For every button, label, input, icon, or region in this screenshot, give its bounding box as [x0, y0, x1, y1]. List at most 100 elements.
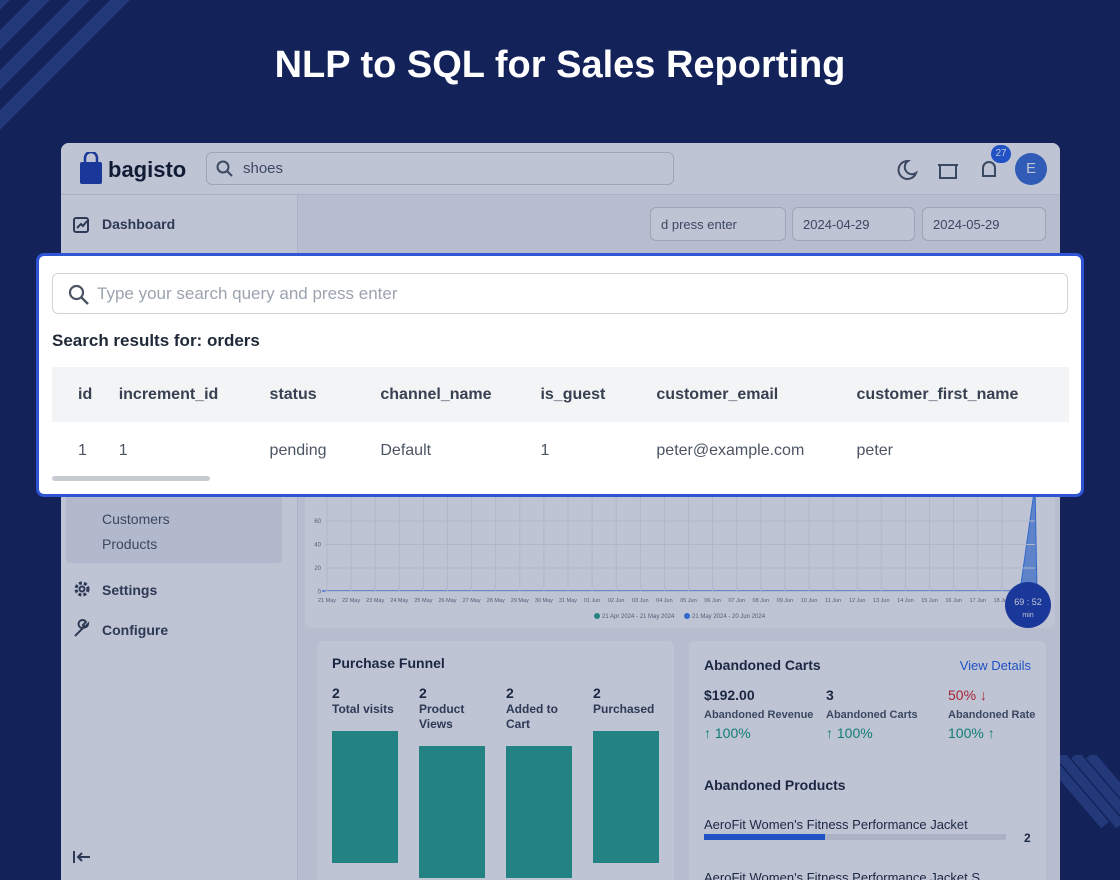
view-details-link[interactable]: View Details	[959, 658, 1031, 673]
x-tick-label: 16 Jun	[945, 598, 962, 604]
column-header: increment_id	[118, 367, 270, 422]
x-tick-label: 03 Jun	[632, 598, 649, 604]
x-tick-label: 17 Jun	[969, 598, 986, 604]
stat-value: $192.00	[704, 687, 755, 703]
logo-text: bagisto	[108, 157, 187, 182]
funnel-label: Product Views	[419, 702, 465, 731]
notification-badge: 27	[991, 145, 1011, 163]
table-cell: 1	[78, 442, 87, 459]
x-tick-label: 25 May	[414, 598, 432, 604]
submenu	[66, 495, 282, 563]
column-header: is_guest	[540, 367, 657, 422]
table-cell: peter	[856, 442, 893, 459]
x-tick-label: 05 Jun	[680, 598, 697, 604]
x-tick-label: 21 May	[318, 598, 336, 604]
table-row: 1 1 pending Default 1 peter@example.com peter	[52, 422, 1069, 480]
logo-icon	[80, 152, 102, 184]
x-tick-label: 24 May	[390, 598, 408, 604]
date-to[interactable]: 2024-05-29	[922, 207, 1046, 241]
funnel-bar	[419, 746, 485, 878]
x-tick-label: 31 May	[559, 598, 577, 604]
card-title: Abandoned Carts	[704, 657, 821, 673]
column-header: channel_name	[380, 367, 541, 422]
configure-icon	[74, 619, 90, 637]
scrollbar[interactable]	[52, 476, 210, 481]
nav-subitem[interactable]: Customers	[102, 511, 170, 527]
y-tick-label: 40	[314, 543, 321, 549]
funnel-bar	[332, 731, 398, 863]
collapse-icon[interactable]	[73, 850, 93, 864]
legend-label: 21 Apr 2024 - 21 May 2024	[602, 614, 675, 620]
funnel-value: 2	[419, 685, 427, 701]
table-cell: Default	[380, 442, 432, 459]
legend-dot	[684, 613, 690, 619]
progress-track	[704, 834, 1006, 840]
funnel-value: 2	[593, 685, 601, 701]
nav-subitem[interactable]: Products	[102, 536, 158, 552]
page-title: NLP to SQL for Sales Reporting	[274, 44, 846, 86]
stat-value: 50% ↓	[948, 687, 987, 703]
table-cell: 1	[540, 442, 550, 459]
stat-change: 100% ↑	[948, 725, 995, 741]
x-tick-label: 27 May	[463, 598, 481, 604]
search-icon	[216, 160, 233, 177]
stat-label: Abandoned Carts	[826, 709, 918, 721]
product-name: AeroFit Women's Fitness Performance Jack…	[704, 817, 968, 832]
table-cell: pending	[269, 442, 327, 459]
x-tick-label: 10 Jun	[801, 598, 818, 604]
x-tick-label: 06 Jun	[704, 598, 721, 604]
card-title: Purchase Funnel	[332, 655, 445, 671]
x-tick-label: 22 May	[342, 598, 360, 604]
y-tick-label: 60	[314, 519, 321, 525]
funnel-label: Added to Cart	[506, 702, 558, 731]
chart-area: 60 40 20 0 21 May 22 May 23 May 24 May 25 May 26 …	[314, 484, 1051, 628]
funnel-value: 2	[506, 685, 514, 701]
results-heading: Search results for: orders	[52, 331, 260, 350]
x-tick-label: 11 Jun	[825, 598, 841, 604]
stat-change: ↑ 100%	[826, 725, 873, 741]
stat-change: ↑ 100%	[704, 725, 751, 741]
table-cell: peter@example.com	[656, 442, 805, 459]
date-from[interactable]: 2024-04-29	[792, 207, 915, 241]
x-tick-label: 13 Jun	[873, 598, 890, 604]
legend-label: 21 May 2024 - 20 Jun 2024	[692, 614, 766, 620]
funnel-bar	[506, 746, 572, 878]
nav-item[interactable]: Dashboard	[102, 216, 176, 232]
results-table: id increment_id status channel_name is_guest…	[52, 367, 1069, 480]
x-tick-label: 29 May	[511, 598, 529, 604]
column-header: status	[269, 367, 381, 422]
x-tick-label: 08 Jun	[753, 598, 770, 604]
header-icons[interactable]	[896, 159, 1006, 181]
x-tick-label: 01 Jun	[584, 598, 601, 604]
avatar[interactable]: E	[1015, 153, 1047, 185]
nav-item[interactable]: Configure	[102, 622, 169, 638]
stat-value: 3	[826, 687, 834, 703]
y-tick-label: 20	[314, 566, 321, 572]
x-tick-label: 04 Jun	[656, 598, 673, 604]
settings-icon	[74, 581, 90, 597]
column-header: customer_email	[656, 367, 857, 422]
funnel-bar	[593, 731, 659, 863]
timer-unit: min	[1022, 612, 1033, 619]
purchase-funnel-card: Purchase Funnel 2 Total visits 2 Product Vi…	[317, 641, 674, 880]
search-modal: Type your search query and press enter S…	[36, 253, 1084, 497]
stripes	[1060, 755, 1120, 829]
x-tick-label: 12 Jun	[849, 598, 866, 604]
filter-input[interactable]: d press enter	[650, 207, 786, 241]
header-search[interactable]: shoes	[206, 152, 674, 185]
x-tick-label: 14 Jun	[897, 598, 914, 604]
abandoned-carts-card: Abandoned Carts View Details Abandoned P…	[689, 641, 1046, 880]
x-tick-label: 07 Jun	[728, 598, 745, 604]
section-title: Abandoned Products	[704, 777, 846, 793]
progress-fill	[704, 834, 825, 840]
column-header: id	[52, 367, 119, 422]
stat-label: Abandoned Rate	[948, 709, 1036, 721]
y-tick-label: 0	[318, 590, 322, 596]
x-tick-label: 02 Jun	[608, 598, 625, 604]
x-tick-label: 18 Jun	[994, 598, 1011, 604]
query-input[interactable]: Type your search query and press enter	[52, 273, 1068, 314]
timer	[1005, 582, 1051, 628]
product-count: 2	[1024, 831, 1031, 845]
nav-item[interactable]: Settings	[102, 582, 158, 598]
